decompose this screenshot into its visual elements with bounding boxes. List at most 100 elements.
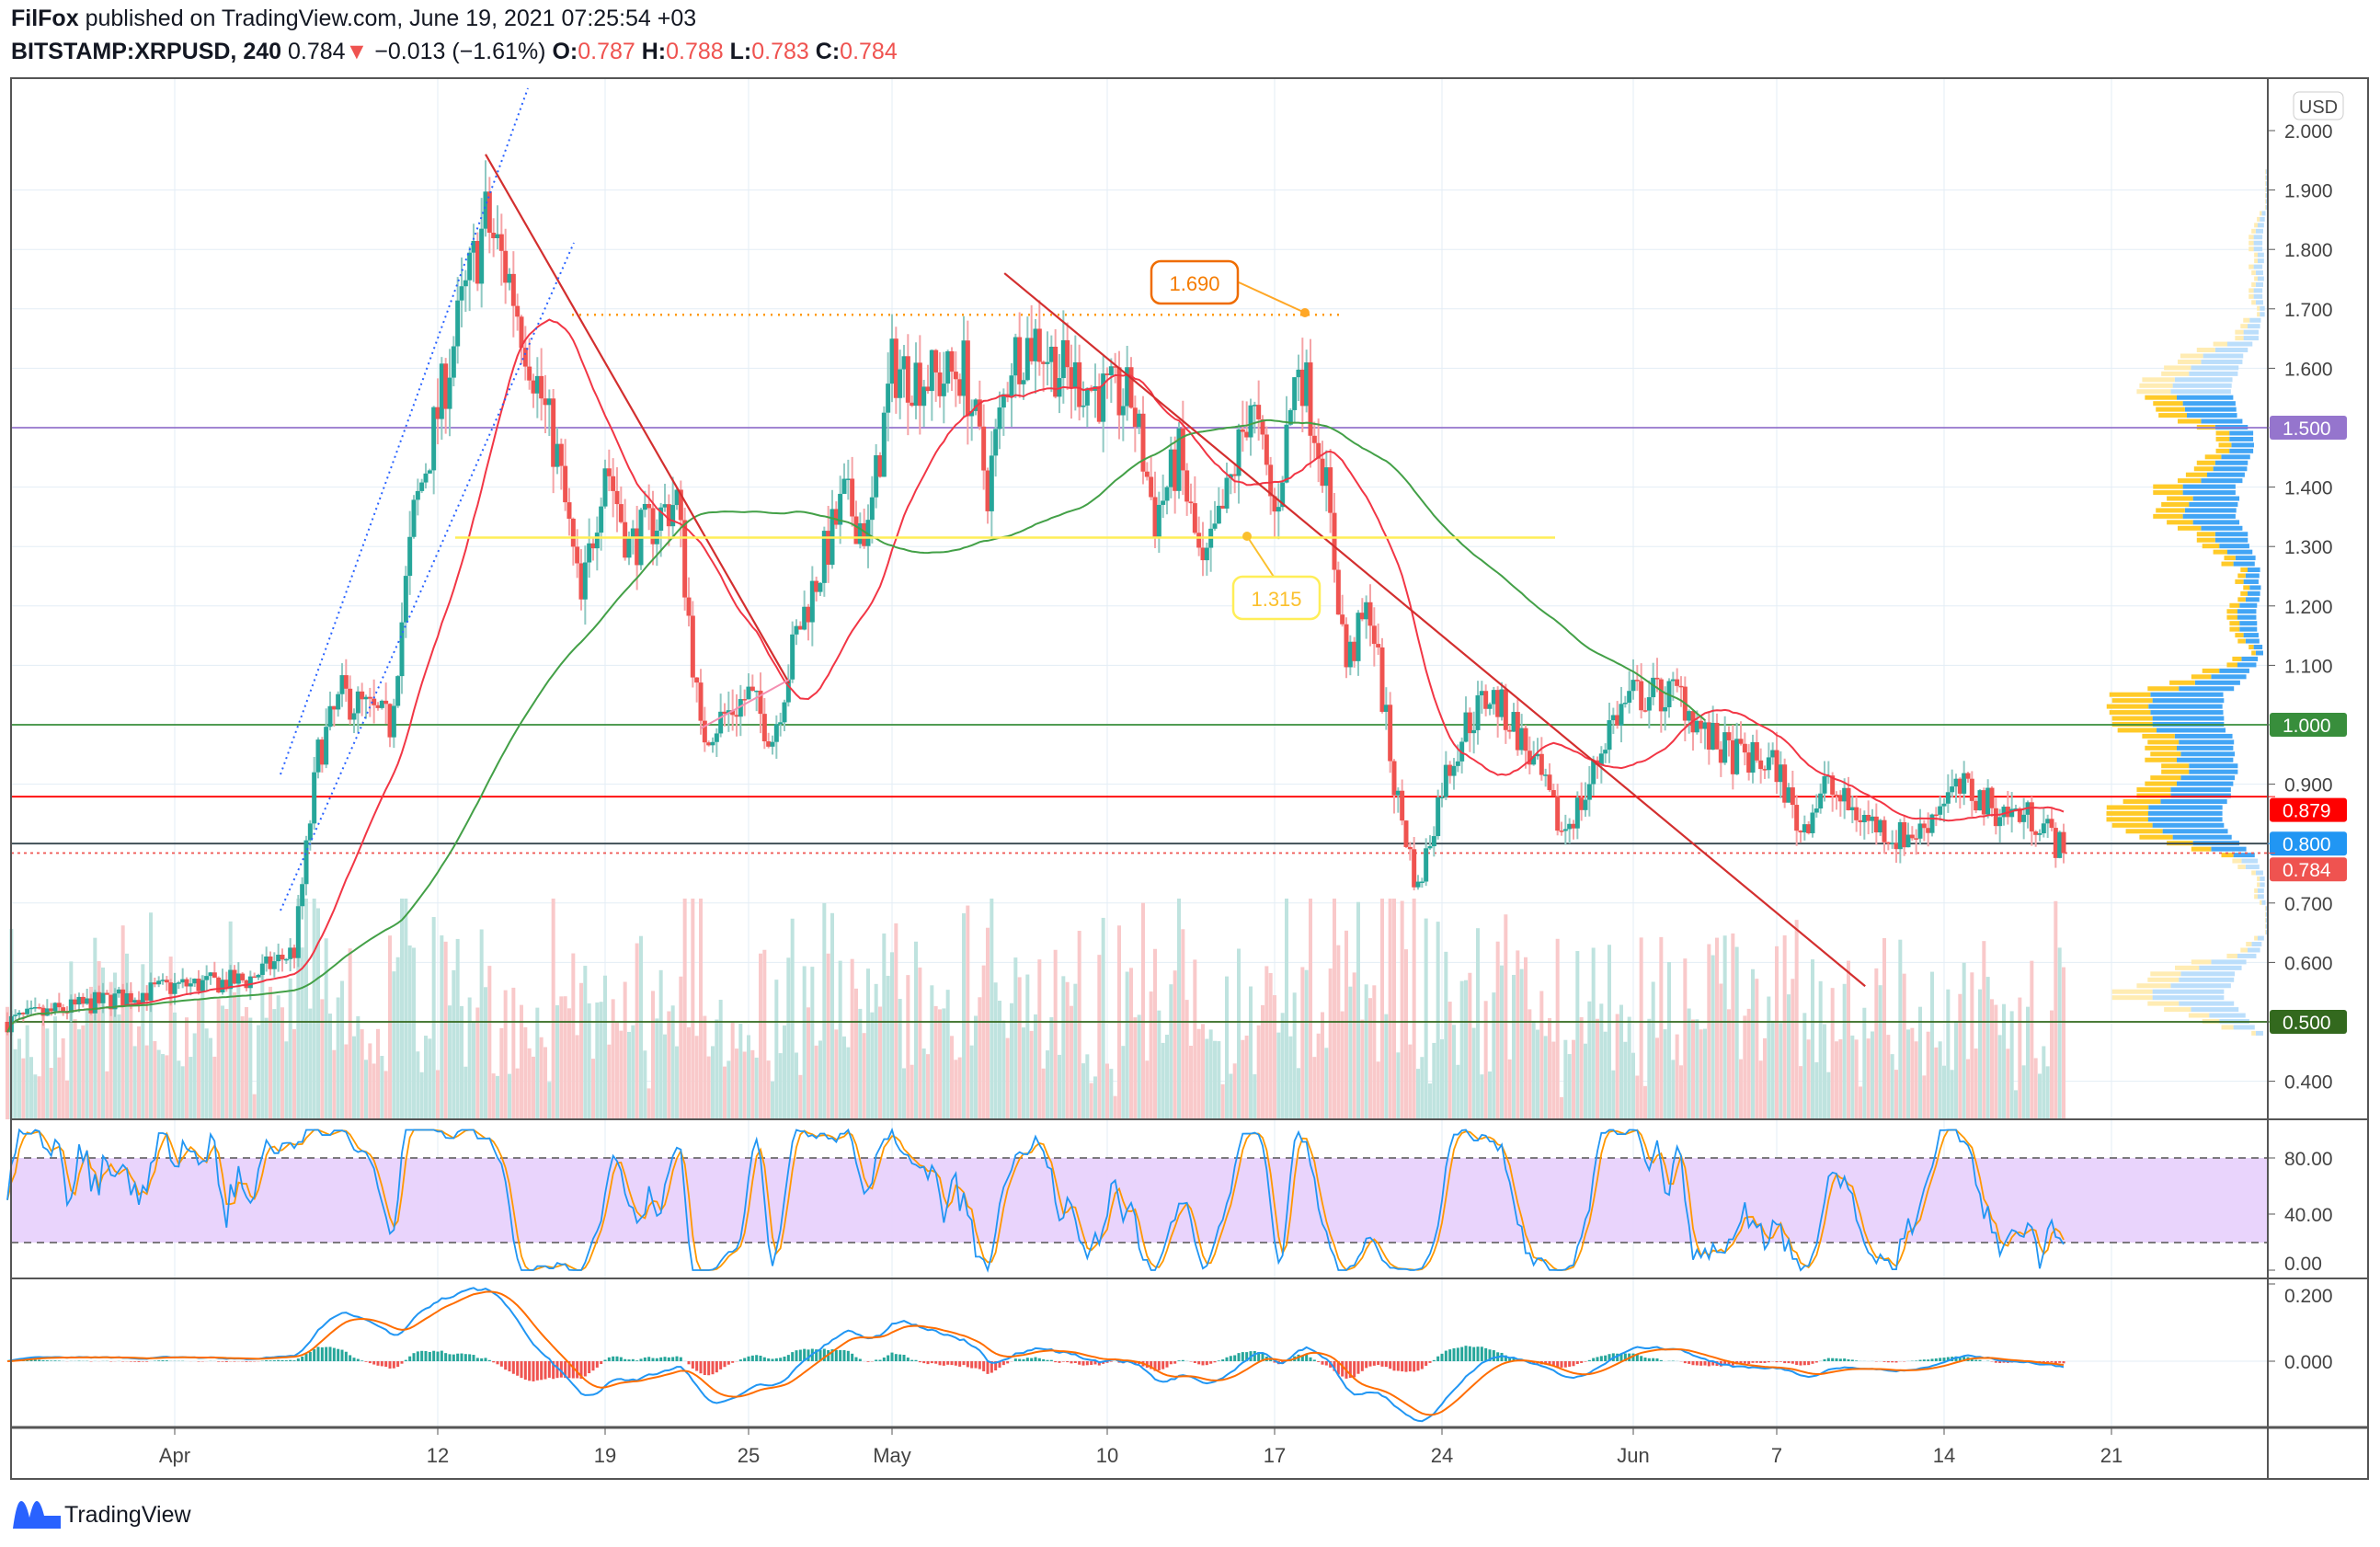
volume-bar [1711, 955, 1715, 1119]
macd-histogram-bar [1273, 1361, 1276, 1363]
volume-profile-up [2157, 728, 2226, 733]
macd-histogram-bar [1213, 1361, 1217, 1363]
candle-body [1730, 739, 1735, 774]
volume-profile-down [2167, 496, 2193, 501]
volume-bar [1894, 1070, 1898, 1119]
volume-profile-up [2219, 544, 2249, 549]
volume-profile-up [2241, 656, 2259, 661]
macd-histogram-bar [360, 1360, 364, 1361]
volume-bar [1639, 937, 1643, 1119]
candle-body [973, 399, 978, 411]
volume-bar [1982, 941, 1986, 1119]
macd-histogram-bar [33, 1359, 37, 1361]
volume-profile-down [2251, 870, 2256, 876]
candle-body [1036, 328, 1042, 362]
macd-histogram-bar [1404, 1361, 1408, 1372]
volume-profile-down [2136, 787, 2171, 793]
volume-profile-up [2199, 965, 2242, 970]
volume-bar [814, 1045, 818, 1119]
volume-bar [1324, 1048, 1329, 1119]
macd-histogram-bar [2002, 1361, 2006, 1363]
candle-body [1527, 751, 1532, 765]
volume-bar [1871, 1031, 1874, 1119]
volume-bar [1882, 937, 1886, 1119]
volume-profile-up [2258, 252, 2264, 258]
candle-body [1328, 467, 1333, 513]
macd-histogram-bar [544, 1361, 547, 1380]
volume-bar [838, 960, 842, 1119]
volume-profile-down [2161, 769, 2190, 774]
candle-body [1332, 512, 1337, 570]
candle-body [435, 407, 441, 419]
candle-body [877, 455, 883, 477]
candle-body [17, 1013, 22, 1015]
candle-body [204, 976, 210, 980]
macd-histogram-bar [1727, 1361, 1731, 1365]
volume-profile-down [2215, 436, 2230, 441]
candle-body [343, 675, 349, 689]
volume-profile-down [2164, 1007, 2191, 1013]
macd-histogram-bar [671, 1357, 675, 1361]
candle-body [1383, 705, 1389, 712]
candle-body [104, 992, 109, 995]
volume-profile-up [2152, 698, 2225, 704]
macd-histogram-bar [372, 1361, 376, 1365]
macd-histogram-bar [1444, 1350, 1447, 1361]
volume-profile-down [2265, 169, 2266, 175]
volume-bar [1966, 1059, 1970, 1119]
volume-profile-down [2175, 965, 2200, 970]
volume-profile-up [2255, 270, 2263, 276]
macd-histogram-bar [45, 1360, 49, 1361]
volume-bar [1058, 1054, 1061, 1119]
volume-bar [1025, 974, 1030, 1119]
macd-histogram-bar [854, 1357, 858, 1361]
volume-bar [1842, 983, 1847, 1119]
volume-profile-down [2260, 211, 2262, 216]
candle-body [360, 691, 365, 700]
candle-body [869, 497, 875, 521]
volume-bar [1548, 1017, 1551, 1119]
volume-bar [1333, 899, 1336, 1119]
volume-bar [209, 1037, 212, 1119]
volume-bar [1253, 1074, 1257, 1119]
macd-histogram-bar [547, 1361, 551, 1378]
candle-body [1567, 823, 1573, 830]
volume-profile-up [2170, 983, 2231, 989]
macd-histogram-bar [795, 1350, 798, 1361]
macd-histogram-bar [818, 1349, 822, 1361]
volume-profile-down [2257, 305, 2260, 311]
volume-profile-down [2193, 466, 2214, 472]
candle-body [1287, 409, 1293, 425]
candle-body [1248, 405, 1253, 438]
macd-histogram-bar [750, 1355, 754, 1361]
macd-histogram-bar [265, 1359, 269, 1361]
macd-histogram-bar [1847, 1358, 1850, 1361]
macd-line [6, 1287, 2065, 1423]
volume-profile-down [2240, 324, 2248, 329]
price-tick: 1.400 [2284, 478, 2333, 499]
macd-histogram-bar [456, 1353, 460, 1361]
volume-profile-down [2139, 383, 2173, 388]
volume-bar [180, 1066, 185, 1119]
candle-body [1487, 704, 1493, 709]
candle-body [678, 489, 683, 521]
volume-bar [1560, 1096, 1563, 1119]
volume-bar [308, 1008, 313, 1119]
volume-profile-down [2226, 609, 2237, 614]
price-label-1.500: 1.500 [2283, 418, 2331, 440]
volume-profile-down [2235, 633, 2244, 638]
candle-body [566, 502, 572, 519]
volume-bar [2038, 1073, 2042, 1119]
candle-body [1140, 413, 1146, 472]
volume-profile-up [2148, 810, 2223, 816]
candle-body [1794, 805, 1800, 831]
macd-histogram-bar [528, 1361, 532, 1381]
candle-body [945, 350, 951, 384]
volume-bar [1348, 986, 1353, 1119]
volume-profile-down [2221, 853, 2234, 858]
macd-histogram-bar [747, 1356, 750, 1361]
volume-bar [1280, 1013, 1285, 1119]
volume-bar [1464, 980, 1468, 1119]
